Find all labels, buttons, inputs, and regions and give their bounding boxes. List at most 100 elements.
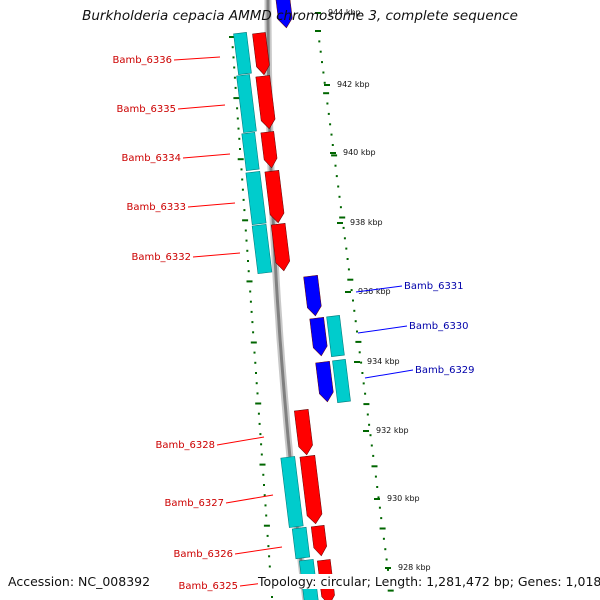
cds-box xyxy=(326,315,345,357)
scale-label: 944 kbp xyxy=(328,8,361,17)
minor-tick xyxy=(335,175,338,178)
gene-leader-line xyxy=(177,104,226,110)
major-tick xyxy=(355,340,362,343)
minor-tick xyxy=(268,565,271,568)
minor-tick xyxy=(243,209,246,212)
gene-label: Bamb_6333 xyxy=(126,202,186,213)
minor-tick xyxy=(319,50,322,53)
minor-tick xyxy=(252,331,255,334)
minor-tick xyxy=(347,268,350,271)
minor-tick xyxy=(236,117,239,120)
minor-tick xyxy=(263,494,266,497)
minor-tick xyxy=(372,454,375,457)
minor-tick xyxy=(382,537,385,540)
minor-tick xyxy=(338,195,341,198)
scale-tick xyxy=(354,361,360,363)
gene-arrow-forward xyxy=(252,32,270,76)
major-tick xyxy=(233,97,240,100)
scale-tick xyxy=(374,498,380,500)
cds-box xyxy=(280,456,304,528)
minor-tick xyxy=(259,433,262,436)
cds-box xyxy=(245,171,267,225)
gene-label: Bamb_6336 xyxy=(112,55,172,66)
gene-leader-line xyxy=(234,546,283,555)
gene-leader-line xyxy=(216,436,265,446)
minor-tick xyxy=(233,76,236,79)
gene-arrow-forward xyxy=(294,409,313,456)
major-tick xyxy=(259,463,266,466)
minor-tick xyxy=(242,198,245,201)
major-tick xyxy=(229,36,235,38)
scale-tick xyxy=(345,291,351,293)
minor-tick xyxy=(250,310,253,313)
major-tick xyxy=(331,154,338,157)
gene-label: Bamb_6331 xyxy=(404,281,464,292)
major-tick xyxy=(379,527,386,530)
major-tick xyxy=(263,524,270,527)
minor-tick xyxy=(237,127,240,130)
gene-leader-line xyxy=(173,56,221,61)
major-tick xyxy=(242,219,249,222)
scale-label: 930 kbp xyxy=(387,494,420,503)
scale-tick xyxy=(324,84,330,86)
minor-tick xyxy=(342,226,345,229)
minor-tick xyxy=(257,412,260,415)
minor-tick xyxy=(368,423,371,426)
gene-arrow-partial xyxy=(274,0,293,29)
minor-tick xyxy=(253,351,256,354)
minor-tick xyxy=(330,133,333,136)
minor-tick xyxy=(262,473,265,476)
minor-tick xyxy=(356,330,358,333)
minor-tick xyxy=(326,102,329,105)
gene-label: Bamb_6326 xyxy=(173,549,233,560)
minor-tick xyxy=(241,178,244,181)
minor-tick xyxy=(247,270,250,273)
gene-arrow-forward xyxy=(255,75,276,130)
major-tick xyxy=(255,402,262,405)
minor-tick xyxy=(232,56,235,59)
gene-arrow-reverse xyxy=(309,317,328,357)
major-tick xyxy=(315,30,321,32)
minor-tick xyxy=(370,444,373,447)
minor-tick xyxy=(255,382,258,385)
gene-label: Bamb_6329 xyxy=(415,365,475,376)
minor-tick xyxy=(251,321,254,324)
minor-tick xyxy=(249,300,252,303)
minor-tick xyxy=(385,558,388,561)
minor-tick xyxy=(271,596,273,598)
minor-tick xyxy=(327,112,330,115)
minor-tick xyxy=(339,206,342,209)
minor-tick xyxy=(263,484,265,486)
minor-tick xyxy=(321,61,323,64)
gene-label: Bamb_6335 xyxy=(116,104,176,115)
scale-label: 934 kbp xyxy=(367,357,400,366)
minor-tick xyxy=(245,239,248,242)
scale-tick xyxy=(337,222,343,224)
scale-label: 932 kbp xyxy=(376,426,409,435)
major-tick xyxy=(371,465,378,468)
minor-tick xyxy=(345,247,348,250)
cds-box xyxy=(291,526,311,560)
minor-tick xyxy=(362,382,365,385)
cds-box xyxy=(241,132,260,171)
major-tick xyxy=(323,92,330,95)
gene-arrow-forward xyxy=(299,455,323,525)
scale-label: 936 kbp xyxy=(358,287,391,296)
gene-label: Bamb_6328 xyxy=(155,440,215,451)
gene-leader-line xyxy=(187,202,236,208)
outer-tick-track xyxy=(315,30,394,592)
gene-leader-line xyxy=(225,494,274,504)
minor-tick xyxy=(268,555,271,558)
major-tick xyxy=(246,280,253,283)
gene-arrow-forward xyxy=(270,223,290,272)
cds-box xyxy=(236,74,257,133)
minor-tick xyxy=(233,66,236,69)
minor-tick xyxy=(322,71,325,74)
scale-tick xyxy=(363,430,369,432)
minor-tick xyxy=(364,392,367,395)
gene-arrow-reverse xyxy=(303,275,322,317)
major-tick xyxy=(250,341,257,344)
minor-tick xyxy=(254,361,257,364)
minor-tick xyxy=(387,568,389,571)
gene-arrow-forward xyxy=(264,170,285,224)
